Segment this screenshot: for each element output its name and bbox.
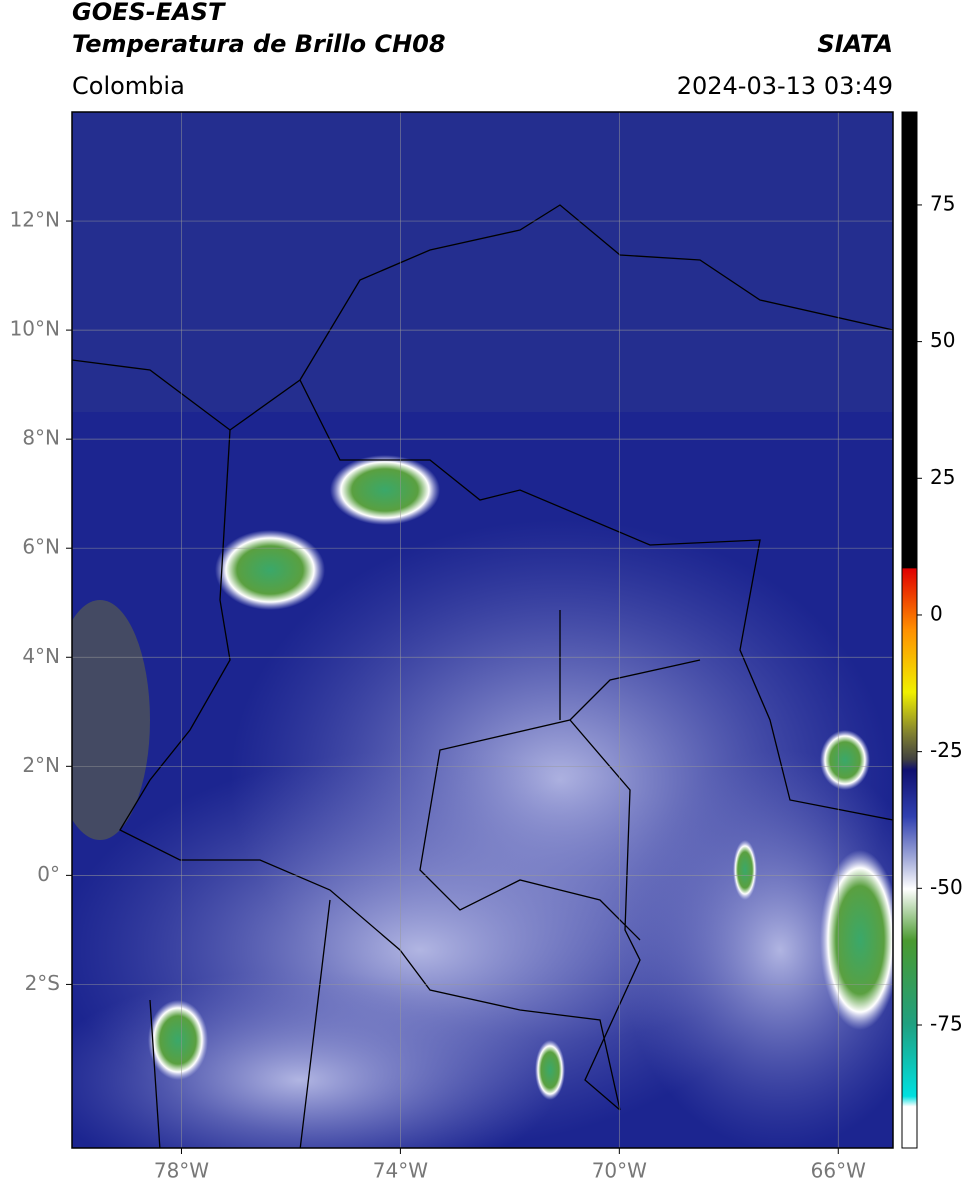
y-tick-label: 8°N [22, 426, 60, 450]
y-tick-label: 10°N [10, 317, 60, 341]
colorbar-tick-label: -75 [930, 1011, 963, 1035]
source: SIATA [817, 30, 893, 58]
y-tick-label: 6°N [22, 535, 60, 559]
x-tick-label: 70°W [592, 1159, 647, 1183]
datetime: 2024-03-13 03:49 [677, 72, 893, 100]
satellite-image [72, 112, 893, 1148]
graticule [72, 112, 893, 1148]
x-tick-label: 78°W [154, 1159, 209, 1183]
colorbar-tick-label: 75 [930, 191, 955, 215]
x-tick-label: 66°W [811, 1159, 866, 1183]
subtitle: Temperatura de Brillo CH08 [72, 30, 446, 58]
y-tick-label: 2°S [25, 971, 60, 995]
colorbar-tick-label: -25 [930, 738, 963, 762]
x-tick-label: 74°W [373, 1159, 428, 1183]
colorbar-tick-label: 50 [930, 328, 955, 352]
y-tick-label: 12°N [10, 208, 60, 232]
colorbar [901, 111, 918, 1149]
map-frame [71, 111, 894, 1149]
y-tick-label: 2°N [22, 753, 60, 777]
y-tick-label: 4°N [22, 644, 60, 668]
y-tick-label: 0° [37, 862, 60, 886]
colorbar-tick-label: 25 [930, 465, 955, 489]
region: Colombia [72, 72, 185, 100]
colorbar-tick-label: 0 [930, 601, 943, 625]
colorbar-tick-label: -50 [930, 875, 963, 899]
title: GOES-EAST [72, 0, 226, 26]
